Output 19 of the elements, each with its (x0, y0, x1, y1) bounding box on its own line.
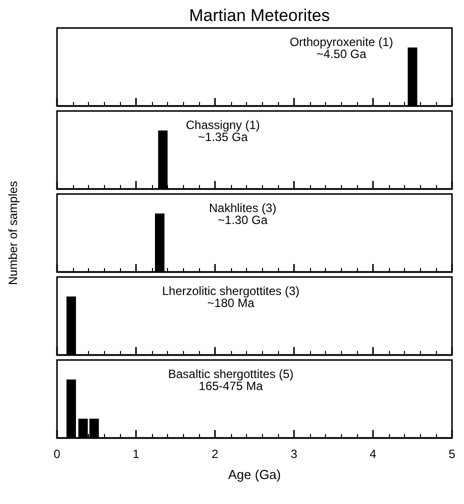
x-tick-label: 0 (54, 447, 61, 461)
x-tick-label: 4 (370, 447, 377, 461)
annotation: ~180 Ma (207, 296, 255, 310)
annotation: Orthopyroxenite (1) (290, 35, 394, 49)
annotation: ~1.30 Ga (218, 213, 268, 227)
y-axis-title: Number of samples (6, 180, 21, 288)
x-axis-title: Age (Ga) (228, 467, 281, 482)
annotation: Chassigny (1) (186, 118, 260, 132)
annotation: Nakhlites (3) (208, 201, 276, 215)
annotation: ~1.35 Ga (198, 130, 248, 144)
x-tick-label: 5 (448, 447, 456, 461)
annotation: ~4.50 Ga (316, 47, 367, 61)
annotation: 165-475 Ma (198, 379, 264, 393)
x-tick-label: 1 (132, 447, 140, 461)
annotation: Lherzolitic shergottites (3) (162, 284, 300, 298)
x-tick-label: 2 (212, 447, 219, 461)
x-tick-label: 3 (290, 447, 298, 461)
chart-title: Martian Meteorites (189, 6, 330, 25)
annotation: Basaltic shergottites (5) (168, 367, 294, 381)
